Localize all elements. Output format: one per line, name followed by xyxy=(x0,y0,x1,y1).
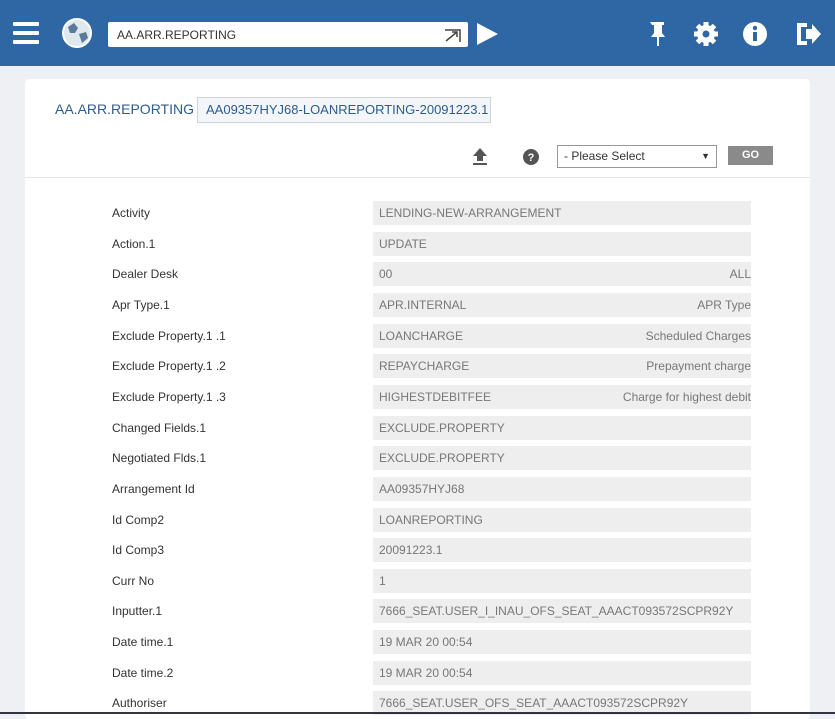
field-label: Curr No xyxy=(112,573,155,588)
field-box xyxy=(373,323,751,348)
field-value: 7666_SEAT.USER_I_INAU_OFS_SEAT_AAACT0935… xyxy=(379,604,734,619)
field-label: Arrangement Id xyxy=(112,481,195,496)
command-input[interactable]: AA.ARR.REPORTING xyxy=(108,22,468,47)
field-value: 19 MAR 20 00:54 xyxy=(379,665,473,680)
pin-icon[interactable] xyxy=(650,22,665,46)
field-value: HIGHESTDEBITFEE xyxy=(379,389,492,404)
command-icon[interactable] xyxy=(444,27,462,43)
menu-icon[interactable] xyxy=(13,22,39,44)
bottom-edge xyxy=(0,712,835,714)
field-box xyxy=(373,262,751,287)
field-box xyxy=(373,660,751,685)
field-label: Authoriser xyxy=(112,696,167,711)
divider xyxy=(25,177,810,178)
field-value: 19 MAR 20 00:54 xyxy=(379,635,473,650)
field-label: Exclude Property.1 .3 xyxy=(112,389,226,404)
field-value: EXCLUDE.PROPERTY xyxy=(379,451,505,466)
field-value: EXCLUDE.PROPERTY xyxy=(379,420,505,435)
field-box xyxy=(373,384,751,409)
field-box xyxy=(373,568,751,593)
field-value: LENDING-NEW-ARRANGEMENT xyxy=(379,206,562,220)
field-box xyxy=(373,507,751,532)
field-box xyxy=(373,599,751,624)
field-box xyxy=(373,691,751,716)
field-value: AA09357HYJ68 xyxy=(379,481,465,496)
field-box xyxy=(373,415,751,440)
globe-icon[interactable] xyxy=(62,18,92,48)
upload-icon[interactable] xyxy=(473,148,487,165)
field-label: Activity xyxy=(112,206,151,220)
field-enrichment: Prepayment charge xyxy=(646,359,751,374)
field-value: APR.INTERNAL xyxy=(379,297,467,312)
field-label: Apr Type.1 xyxy=(112,297,170,312)
field-label: Changed Fields.1 xyxy=(112,420,207,435)
field-value: 7666_SEAT.USER_OFS_SEAT_AAACT093572SCPR9… xyxy=(379,696,689,711)
svg-text:?: ? xyxy=(528,152,535,164)
field-box xyxy=(373,201,751,225)
field-box xyxy=(373,538,751,563)
field-label: Dealer Desk xyxy=(112,267,179,282)
field-box xyxy=(373,231,751,256)
info-icon[interactable] xyxy=(743,22,767,46)
field-label: Negotiated Flds.1 xyxy=(112,451,207,466)
toolbar-icons: ? xyxy=(473,148,539,165)
field-label: Exclude Property.1 .2 xyxy=(112,359,226,374)
select-dropdown[interactable]: - Please Select xyxy=(557,145,717,168)
field-label: Action.1 xyxy=(112,236,156,251)
field-value: LOANCHARGE xyxy=(379,328,464,343)
field-enrichment: ALL xyxy=(729,267,751,282)
application-name: AA.ARR.REPORTING xyxy=(55,101,194,117)
field-value: 00 xyxy=(379,267,393,282)
field-box xyxy=(373,476,751,501)
logout-icon[interactable] xyxy=(797,23,821,45)
field-enrichment: Scheduled Charges xyxy=(645,328,751,343)
help-icon[interactable]: ? xyxy=(523,149,539,165)
top-bar-icons xyxy=(13,18,821,48)
field-box xyxy=(373,292,751,317)
field-label: Id Comp3 xyxy=(112,543,165,558)
record-id: AA09357HYJ68-LOANREPORTING-20091223.1 xyxy=(197,97,491,123)
field-value: REPAYCHARGE xyxy=(379,359,470,374)
field-value: 1 xyxy=(379,573,386,588)
top-bar: AA.ARR.REPORTING xyxy=(0,0,835,66)
field-box xyxy=(373,446,751,471)
field-enrichment: APR Type xyxy=(697,297,751,312)
field-label: Date time.1 xyxy=(112,635,174,650)
play-button[interactable] xyxy=(477,23,498,45)
field-box xyxy=(373,354,751,379)
field-value: 20091223.1 xyxy=(379,543,443,558)
field-enrichment: Charge for highest debit xyxy=(622,389,751,404)
field-label: Inputter.1 xyxy=(112,604,163,619)
go-button[interactable]: GO xyxy=(728,146,773,165)
field-label: Id Comp2 xyxy=(112,512,165,527)
field-value: LOANREPORTING xyxy=(379,512,483,527)
field-label: Exclude Property.1 .1 xyxy=(112,328,226,343)
field-label: Date time.2 xyxy=(112,665,174,680)
command-text: AA.ARR.REPORTING xyxy=(117,28,237,42)
field-value: UPDATE xyxy=(379,236,427,251)
settings-icon[interactable] xyxy=(694,22,718,46)
field-box xyxy=(373,630,751,655)
